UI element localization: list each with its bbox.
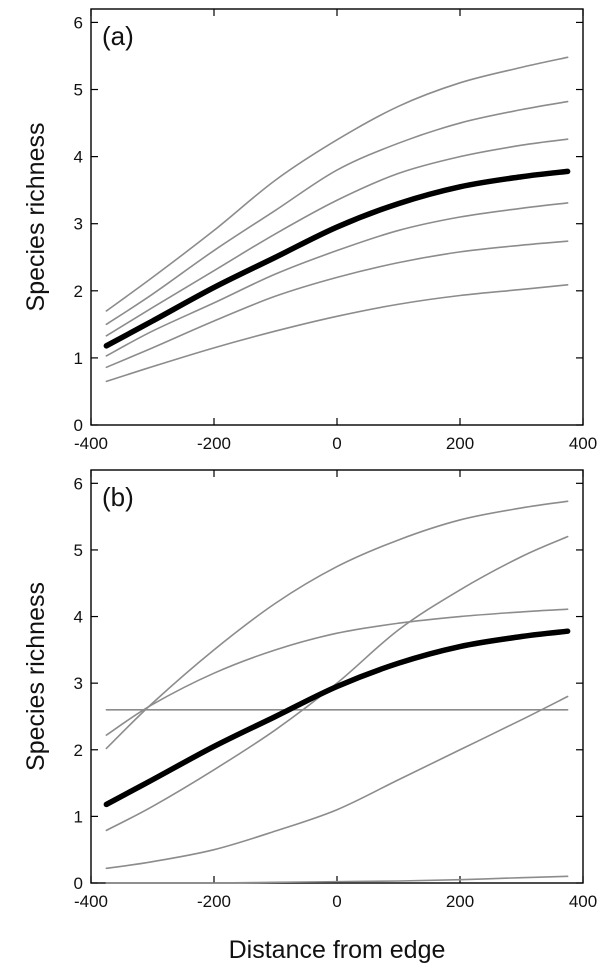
panel-label: (b) [102, 482, 134, 512]
y-tick-label: 2 [74, 741, 83, 760]
y-tick-label: 6 [74, 474, 83, 493]
species-curve-line [105, 535, 569, 832]
y-axis-label: Species richness [22, 582, 50, 771]
y-tick-label: 5 [74, 81, 83, 100]
panel-b: 0 1 2 3 4 5 6 -400 -200 0 200 400 (b) Species richnes… [22, 469, 597, 964]
x-tick-label: 200 [446, 892, 474, 911]
y-tick-label: 6 [74, 13, 83, 32]
x-tick-label: 0 [332, 434, 341, 453]
species-curve-line [105, 56, 569, 312]
x-axis-label: Distance from edge [229, 936, 446, 964]
x-tick-label: -400 [74, 434, 108, 453]
y-tick-label: 2 [74, 282, 83, 301]
y-axis-label: Species richness [22, 123, 50, 312]
x-tick-label: -200 [197, 434, 231, 453]
species-curve-line [105, 283, 569, 383]
x-tick-label: -400 [74, 892, 108, 911]
species-curve-line [105, 138, 569, 337]
mean-curve-line [103, 168, 571, 349]
y-tick-label: 3 [74, 674, 83, 693]
species-curve-line [105, 202, 569, 357]
species-curve-line [105, 240, 569, 369]
mean-curve-line [103, 628, 571, 808]
species-curve-line [105, 695, 569, 870]
y-tick-label: 1 [74, 349, 83, 368]
plot-frame [90, 469, 584, 884]
species-curve-line [105, 608, 569, 736]
y-tick-label: 1 [74, 807, 83, 826]
x-tick-label: -200 [197, 892, 231, 911]
y-tick-label: 0 [74, 416, 83, 435]
y-tick-label: 0 [74, 874, 83, 893]
panel-a: 0 1 2 3 4 5 6 -400 -200 0 200 400 (a) Species richnes… [22, 8, 597, 453]
x-tick-label: 0 [332, 892, 341, 911]
y-tick-label: 4 [74, 148, 83, 167]
panel-label: (a) [102, 21, 134, 51]
y-tick-label: 4 [74, 608, 83, 627]
species-curve-line [105, 500, 569, 750]
x-tick-label: 400 [569, 434, 597, 453]
y-tick-label: 5 [74, 541, 83, 560]
species-curve-line [105, 875, 569, 884]
x-tick-label: 200 [446, 434, 474, 453]
species-curve-line [105, 100, 569, 326]
y-tick-label: 3 [74, 215, 83, 234]
x-tick-label: 400 [569, 892, 597, 911]
